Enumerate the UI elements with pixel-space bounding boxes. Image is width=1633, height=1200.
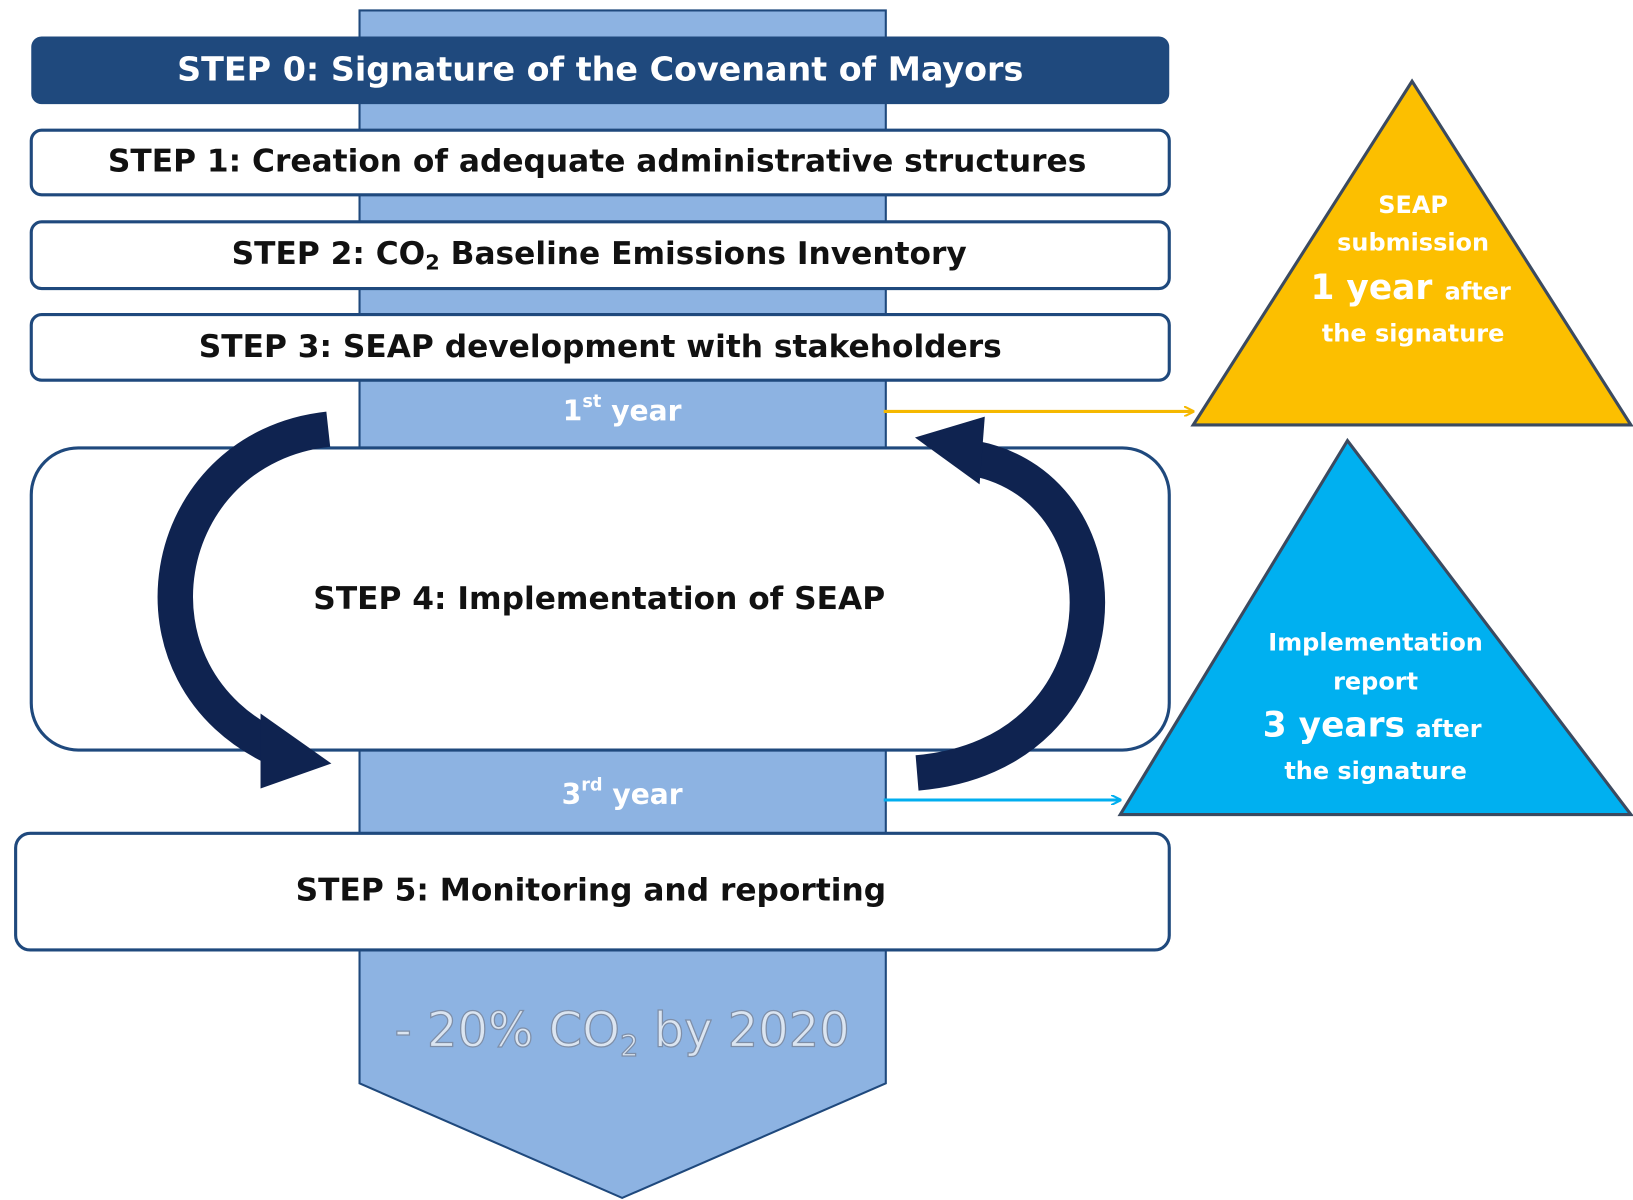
text-part: STEP 2: CO xyxy=(232,236,426,272)
step-label: STEP 4: Implementation of SEAP xyxy=(313,581,885,617)
subscript: 2 xyxy=(620,1029,639,1063)
step-box xyxy=(14,831,1171,952)
superscript: rd xyxy=(581,775,602,795)
milestone-period: 1 year xyxy=(1311,268,1433,308)
milestone-text: submission xyxy=(1337,229,1489,257)
step-label: STEP 5: Monitoring and reporting xyxy=(296,873,886,909)
text-part: Baseline Emissions Inventory xyxy=(440,236,967,272)
step-label: STEP 0: Signature of the Covenant of May… xyxy=(177,49,1023,88)
arrow-head xyxy=(914,416,985,485)
milestone-text: the signature xyxy=(1322,319,1505,347)
text-part: year xyxy=(603,778,683,811)
milestone-triangle xyxy=(1117,437,1633,817)
year-label: 1st year xyxy=(563,392,682,427)
step-box xyxy=(29,220,1171,291)
text-part: - 20% CO xyxy=(395,1003,620,1058)
step-box xyxy=(29,313,1171,382)
milestone-text: after xyxy=(1415,715,1481,743)
milestone-triangle xyxy=(1190,78,1633,427)
text-part: year xyxy=(601,395,681,428)
step-label: STEP 3: SEAP development with stakeholde… xyxy=(199,329,1002,365)
milestone-text: the signature xyxy=(1284,757,1467,785)
step-box xyxy=(31,36,1170,105)
milestone-text: Implementation xyxy=(1268,629,1483,657)
text-part: 1 xyxy=(563,395,583,428)
step-box xyxy=(29,128,1171,197)
text-part: by 2020 xyxy=(639,1003,850,1058)
goal-text: - 20% CO2 by 2020 xyxy=(395,1003,850,1063)
step-label: STEP 1: Creation of adequate administrat… xyxy=(108,144,1086,180)
milestone-text: report xyxy=(1333,667,1418,695)
step-box xyxy=(29,446,1171,752)
arrow-head xyxy=(260,713,332,789)
milestone-text: SEAP xyxy=(1378,191,1448,219)
year-label: 3rd year xyxy=(562,775,683,810)
superscript: st xyxy=(582,392,602,412)
milestone-text: after xyxy=(1445,278,1511,306)
subscript: 2 xyxy=(425,251,440,275)
cycle-arrow xyxy=(157,411,331,767)
milestone-period: 3 years xyxy=(1263,706,1405,746)
text-part: 3 xyxy=(562,778,582,811)
step-label: STEP 2: CO2 Baseline Emissions Inventory xyxy=(232,236,967,274)
cycle-arrow xyxy=(915,440,1106,791)
